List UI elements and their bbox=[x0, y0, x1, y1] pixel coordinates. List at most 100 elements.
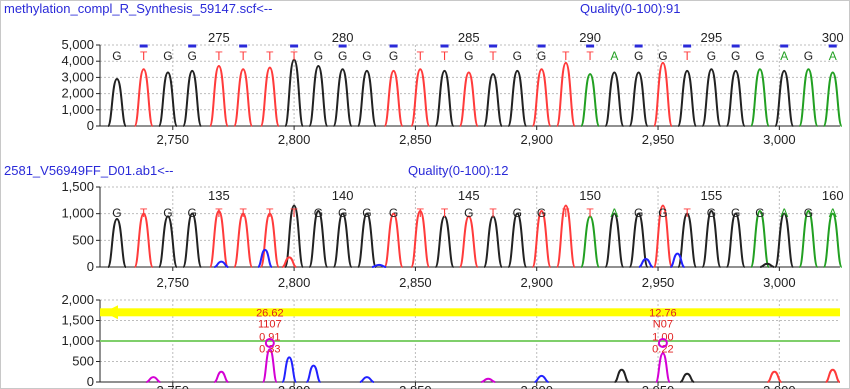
y-tick-label: 500 bbox=[72, 354, 94, 369]
trace-peak bbox=[208, 65, 229, 127]
difference-peak bbox=[359, 376, 375, 383]
base-call-label: A bbox=[780, 206, 788, 220]
base-position-label: 155 bbox=[701, 188, 723, 203]
difference-peak bbox=[281, 356, 298, 383]
minor-peak bbox=[669, 252, 685, 268]
base-call-label: G bbox=[707, 49, 716, 63]
base-call-label: T bbox=[140, 206, 148, 220]
base-call-label: G bbox=[188, 49, 197, 63]
base-call-label: T bbox=[489, 206, 497, 220]
base-call-label: G bbox=[338, 206, 347, 220]
trace-peak bbox=[628, 212, 649, 268]
x-tick-label: 3,000 bbox=[763, 132, 796, 147]
minor-peak bbox=[371, 263, 387, 268]
mismatch-marker bbox=[657, 338, 668, 348]
base-call-label: G bbox=[513, 206, 522, 220]
trace-peak bbox=[383, 69, 404, 127]
base-call-label: G bbox=[314, 49, 323, 63]
x-tick-label: 2,800 bbox=[278, 275, 311, 290]
trace-peak bbox=[580, 215, 601, 268]
annotation-right: 1.00 bbox=[652, 331, 673, 343]
base-position-label: 140 bbox=[332, 188, 354, 203]
base-call-label: G bbox=[537, 206, 546, 220]
trace-peak bbox=[774, 69, 795, 127]
trace-peak bbox=[822, 212, 843, 268]
base-call-label: A bbox=[829, 206, 837, 220]
annotation-left: 26.62 bbox=[256, 307, 284, 319]
base-position-label: 300 bbox=[822, 30, 844, 45]
base-call-label: A bbox=[780, 49, 788, 63]
trace-peak bbox=[458, 215, 479, 268]
x-tick-label: 2,900 bbox=[520, 132, 553, 147]
trace-peak bbox=[308, 65, 329, 127]
trace-peak bbox=[483, 215, 504, 268]
base-call-label: T bbox=[417, 49, 425, 63]
trace-peak bbox=[233, 68, 254, 127]
trace-peak bbox=[677, 69, 698, 127]
base-call-label: G bbox=[362, 49, 371, 63]
trace-peak bbox=[555, 204, 576, 268]
base-call-label: G bbox=[112, 206, 121, 220]
x-tick-label: 2,950 bbox=[642, 275, 675, 290]
base-call-label: T bbox=[683, 206, 691, 220]
trace-peak bbox=[458, 71, 479, 127]
y-tick-label: 1,500 bbox=[61, 179, 94, 194]
minor-peak bbox=[638, 257, 654, 268]
trace-peak bbox=[701, 68, 722, 127]
base-position-label: 290 bbox=[579, 30, 601, 45]
trace-peak bbox=[332, 68, 353, 127]
annotation-left: 1107 bbox=[258, 318, 282, 330]
y-tick-label: 0 bbox=[87, 259, 94, 274]
trace-peak bbox=[259, 66, 280, 127]
trace-peak bbox=[157, 215, 178, 268]
trace-peak bbox=[555, 61, 576, 127]
mismatch-marker bbox=[264, 338, 275, 348]
base-call-label: T bbox=[239, 206, 247, 220]
base-call-label: A bbox=[610, 49, 618, 63]
difference-peak bbox=[534, 374, 549, 383]
base-call-label: G bbox=[658, 49, 667, 63]
y-tick-label: 0 bbox=[87, 374, 94, 389]
trace-peak bbox=[284, 58, 305, 127]
base-call-label: T bbox=[215, 49, 223, 63]
trace-peak bbox=[106, 78, 127, 127]
base-call-label: G bbox=[804, 206, 813, 220]
annotation-right: 12.76 bbox=[649, 307, 677, 319]
base-call-label: G bbox=[513, 49, 522, 63]
marker-arrow-left bbox=[104, 305, 118, 320]
base-call-label: G bbox=[731, 49, 740, 63]
base-position-label: 285 bbox=[458, 30, 480, 45]
x-tick-label: 2,850 bbox=[399, 383, 432, 389]
difference-peak bbox=[654, 352, 671, 383]
base-call-label: T bbox=[290, 49, 298, 63]
trace-peak bbox=[774, 212, 795, 268]
trace-peak bbox=[628, 71, 649, 127]
minor-peak bbox=[281, 256, 297, 268]
trace-peak bbox=[483, 73, 504, 127]
trace-peak bbox=[725, 69, 746, 127]
base-call-label: T bbox=[266, 206, 274, 220]
base-call-label: T bbox=[562, 206, 570, 220]
trace-peak bbox=[507, 212, 528, 268]
base-call-label: T bbox=[215, 206, 223, 220]
trace2-title: 2581_V56949FF_D01.ab1<-- bbox=[4, 163, 174, 178]
x-tick-label: 2,950 bbox=[642, 383, 675, 389]
base-position-label: 160 bbox=[822, 188, 844, 203]
base-call-label: G bbox=[634, 206, 643, 220]
trace-peak bbox=[507, 69, 528, 127]
trace-peak bbox=[410, 68, 431, 127]
base-call-label: T bbox=[489, 49, 497, 63]
trace-peak bbox=[434, 215, 455, 268]
annotation-left: 0.91 bbox=[259, 331, 280, 343]
trace2-quality: Quality(0-100):12 bbox=[408, 163, 509, 178]
y-tick-label: 500 bbox=[72, 232, 94, 247]
trace-peak bbox=[604, 212, 625, 268]
trace-peak bbox=[233, 212, 254, 268]
base-call-label: T bbox=[683, 49, 691, 63]
x-tick-label: 2,850 bbox=[399, 275, 432, 290]
trace-peak bbox=[133, 212, 154, 268]
trace-peak bbox=[822, 71, 843, 127]
trace-peak bbox=[531, 68, 552, 127]
base-call-label: G bbox=[755, 49, 764, 63]
